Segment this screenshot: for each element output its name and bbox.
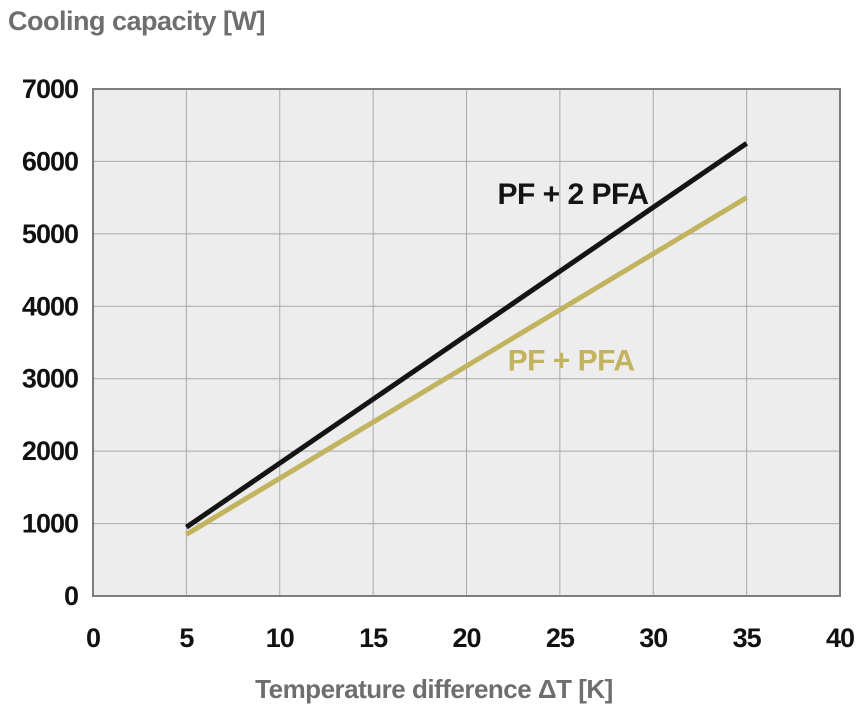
x-tick-label-5: 5 — [179, 623, 194, 653]
x-axis-title: Temperature difference ΔT [K] — [255, 674, 613, 704]
series-line-pf-2-pfa — [184, 141, 749, 530]
series-label-pf-2-pfa: PF + 2 PFA — [498, 178, 649, 211]
x-tick-label-35: 35 — [733, 623, 762, 653]
x-tick-label-25: 25 — [546, 623, 575, 653]
x-tick-label-40: 40 — [826, 623, 854, 653]
y-tick-label-2000: 2000 — [22, 436, 78, 466]
y-tick-label-4000: 4000 — [22, 291, 78, 321]
x-tick-label-0: 0 — [86, 623, 100, 653]
series-label-pf-pfa: PF + PFA — [508, 345, 635, 378]
x-tick-label-30: 30 — [639, 623, 667, 653]
y-tick-label-1000: 1000 — [22, 509, 78, 539]
x-tick-label-15: 15 — [359, 623, 388, 653]
y-tick-label-3000: 3000 — [22, 364, 78, 394]
y-tick-label-5000: 5000 — [22, 219, 78, 249]
chart-title: Cooling capacity [W] — [8, 6, 266, 36]
x-tick-label-10: 10 — [266, 623, 294, 653]
plot-border — [92, 88, 841, 597]
y-tick-label-7000: 7000 — [22, 74, 78, 104]
y-tick-label-6000: 6000 — [22, 146, 78, 176]
x-tick-label-20: 20 — [452, 623, 480, 653]
series-line-pf-pfa — [185, 195, 748, 537]
y-tick-label-0: 0 — [64, 581, 78, 611]
